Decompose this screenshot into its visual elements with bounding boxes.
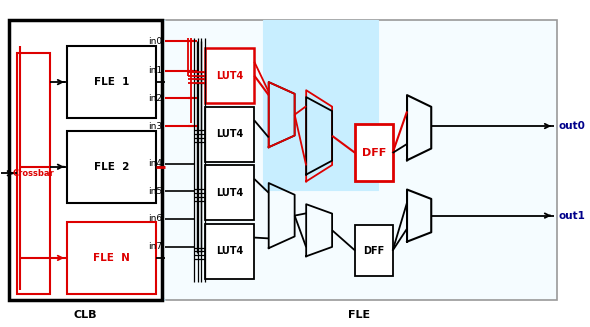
Text: LUT4: LUT4 — [216, 188, 244, 198]
Text: out0: out0 — [559, 121, 585, 131]
Text: FLE  2: FLE 2 — [94, 162, 129, 172]
Bar — [205, 165, 254, 220]
Text: in3: in3 — [148, 122, 162, 130]
Text: DFF: DFF — [362, 148, 386, 158]
Text: in5: in5 — [148, 187, 162, 196]
Bar — [67, 46, 156, 118]
Text: in4: in4 — [148, 159, 162, 168]
Text: LUT4: LUT4 — [216, 71, 244, 80]
Bar — [355, 125, 392, 181]
Text: out1: out1 — [559, 211, 585, 221]
Text: in0: in0 — [148, 37, 162, 46]
Text: LUT4: LUT4 — [216, 247, 244, 256]
Bar — [9, 20, 162, 300]
Text: DFF: DFF — [363, 246, 385, 256]
Bar — [205, 107, 254, 162]
Text: in1: in1 — [148, 66, 162, 75]
Bar — [67, 131, 156, 202]
Bar — [263, 20, 378, 190]
Bar — [355, 225, 392, 276]
Text: FLE  1: FLE 1 — [94, 77, 129, 87]
Text: Crossbar: Crossbar — [12, 169, 54, 178]
Bar — [67, 222, 156, 294]
Bar — [205, 224, 254, 279]
Text: FLE  N: FLE N — [93, 253, 130, 263]
Bar — [17, 53, 50, 294]
Text: in6: in6 — [148, 215, 162, 223]
Bar — [162, 20, 557, 300]
Text: in2: in2 — [148, 94, 162, 103]
Bar — [205, 48, 254, 103]
Text: CLB: CLB — [74, 310, 97, 320]
Text: in7: in7 — [148, 242, 162, 251]
Text: FLE: FLE — [349, 310, 371, 320]
Text: LUT4: LUT4 — [216, 129, 244, 139]
